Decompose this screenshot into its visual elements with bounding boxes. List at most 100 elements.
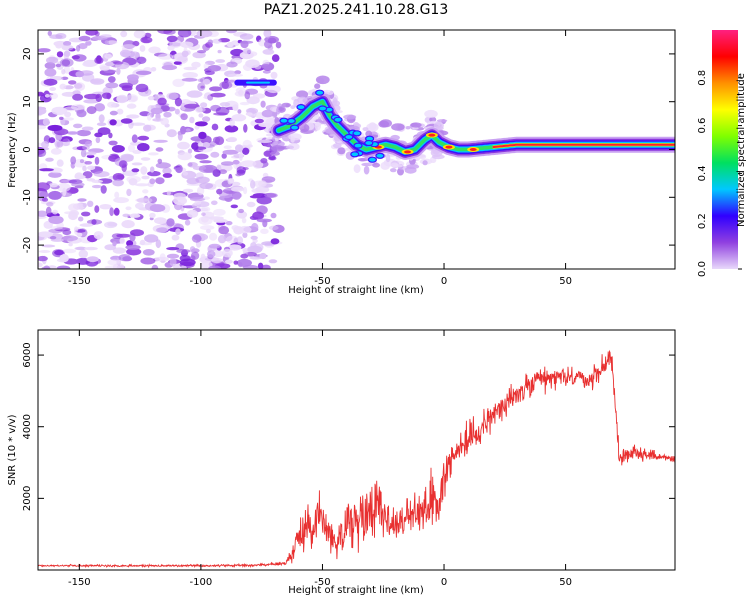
noise-blob <box>64 111 72 118</box>
noise-blob <box>75 246 87 250</box>
noise-blob <box>194 200 202 205</box>
ridge-blob <box>375 152 385 159</box>
noise-blob <box>256 196 272 205</box>
noise-blob <box>38 146 45 155</box>
noise-blob <box>78 249 89 259</box>
noise-blob <box>68 203 80 212</box>
noise-blob <box>78 43 88 50</box>
spectrogram-ytick-label: 20 <box>22 48 33 61</box>
noise-blob <box>162 173 173 178</box>
halo-blob <box>362 127 369 132</box>
noise-blob <box>212 38 222 44</box>
noise-blob <box>264 192 278 199</box>
noise-blob <box>230 204 238 209</box>
noise-blob <box>233 260 239 265</box>
noise-blob <box>126 103 137 109</box>
noise-blob <box>44 68 57 77</box>
noise-blob <box>126 188 132 197</box>
noise-blob <box>171 234 180 241</box>
halo-blob <box>296 90 309 99</box>
noise-blob <box>191 234 202 243</box>
spectrogram-ytick-label: 0 <box>22 146 33 152</box>
noise-blob <box>56 159 64 167</box>
noise-blob <box>270 212 277 219</box>
noise-blob <box>62 187 67 197</box>
noise-blob <box>48 190 62 200</box>
colorbar-tick-label: 0.0 <box>697 261 708 277</box>
noise-blob <box>195 146 207 150</box>
noise-blob <box>90 78 105 85</box>
noise-blob <box>74 83 83 89</box>
noise-blob <box>126 94 139 103</box>
snr-ytick-label: 2000 <box>22 486 33 511</box>
noise-blob <box>136 56 147 64</box>
halo-blob <box>390 168 397 173</box>
noise-blob <box>91 179 104 184</box>
noise-blob <box>108 132 113 139</box>
noise-blob <box>220 161 235 166</box>
noise-blob <box>159 253 166 261</box>
noise-blob <box>126 74 139 81</box>
halo-blob <box>379 119 392 128</box>
noise-blob <box>82 202 88 208</box>
noise-blob <box>76 129 92 137</box>
halo-blob <box>288 133 302 141</box>
snr-ytick-label: 6000 <box>22 342 33 367</box>
noise-blob <box>249 195 261 199</box>
noise-blob <box>121 85 133 92</box>
ridge-blob <box>296 103 306 111</box>
snr-xlabel: Height of straight line (km) <box>288 585 424 596</box>
noise-blob <box>181 50 189 57</box>
noise-blob <box>175 164 183 174</box>
noise-blob <box>166 253 180 259</box>
noise-blob <box>166 218 175 227</box>
noise-blob <box>236 258 252 267</box>
noise-blob <box>93 231 104 240</box>
noise-blob <box>216 188 223 195</box>
noise-blob <box>69 210 80 217</box>
spectrogram-plot-area <box>38 30 675 269</box>
noise-blob <box>184 219 191 226</box>
noise-blob <box>261 109 274 118</box>
noise-blob <box>258 122 271 127</box>
noise-blob <box>186 209 199 218</box>
noise-blob <box>91 219 97 225</box>
ridge-blob <box>350 151 360 158</box>
noise-blob <box>116 67 121 75</box>
noise-blob <box>199 160 212 164</box>
colorbar-gradient <box>712 30 738 269</box>
noise-blob <box>177 141 190 150</box>
noise-blob <box>121 220 135 229</box>
noise-blob <box>94 103 106 112</box>
noise-blob <box>239 33 254 40</box>
noise-blob <box>112 241 117 247</box>
noise-blob <box>82 165 87 172</box>
halo-blob <box>422 160 428 166</box>
noise-blob <box>260 100 266 108</box>
noise-blob <box>144 234 159 243</box>
noise-blob <box>268 259 278 264</box>
noise-blob <box>104 221 118 229</box>
spectrogram-xtick-label: -150 <box>68 276 91 287</box>
halo-blob <box>270 151 280 156</box>
noise-blob <box>157 30 173 34</box>
halo-blob <box>333 143 342 149</box>
noise-blob <box>176 249 191 254</box>
noise-blob <box>149 212 156 218</box>
noise-blob <box>241 217 247 224</box>
snr-axes: -150 -100 -50 0 50 2000 4000 6000 <box>22 330 675 588</box>
halo-blob <box>337 147 346 155</box>
noise-blob <box>223 145 232 149</box>
noise-blob <box>51 106 68 116</box>
noise-blob <box>82 144 90 151</box>
noise-blob <box>240 253 249 259</box>
noise-blob <box>203 196 211 200</box>
noise-blob <box>113 197 129 204</box>
noise-blob <box>208 243 221 249</box>
ridge-blob <box>353 142 363 149</box>
noise-blob <box>45 206 52 215</box>
noise-blob <box>208 265 221 269</box>
noise-blob <box>222 149 239 155</box>
noise-blob <box>270 71 278 79</box>
noise-blob <box>246 201 256 208</box>
